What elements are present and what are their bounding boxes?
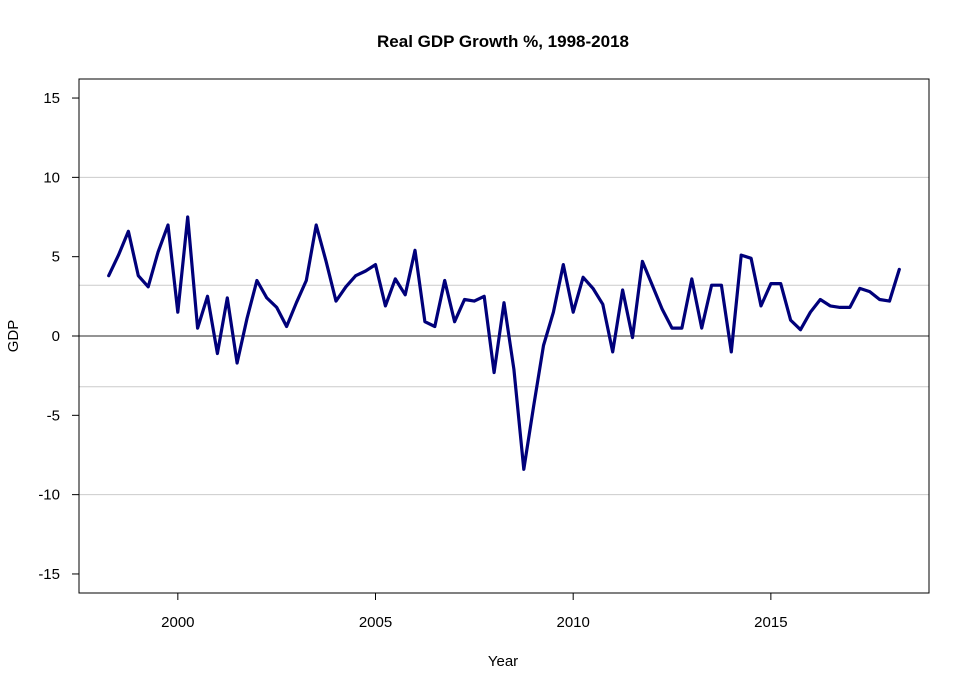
y-tick-label: -15 [38,566,60,583]
x-tick-label: 2010 [556,614,589,631]
y-tick-label: 0 [52,328,60,345]
x-tick-label: 2015 [754,614,787,631]
y-tick-label: -5 [47,407,60,424]
y-axis-label: GDP [5,320,22,353]
y-tick-label: -10 [38,487,60,504]
chart-title: Real GDP Growth %, 1998-2018 [377,32,629,51]
series-line [107,215,901,471]
y-axis: -15 -10 -5 0 5 10 15 [38,90,79,583]
y-tick-label: 15 [43,90,60,107]
y-tick-label: 5 [52,249,60,266]
y-tick-label: 10 [43,169,60,186]
x-tick-label: 2000 [161,614,194,631]
x-tick-label: 2005 [359,614,392,631]
grid-lines [79,176,929,496]
x-axis-label: Year [488,653,518,670]
x-axis: 2000 2005 2010 2015 [161,593,788,631]
series-group [107,215,901,471]
